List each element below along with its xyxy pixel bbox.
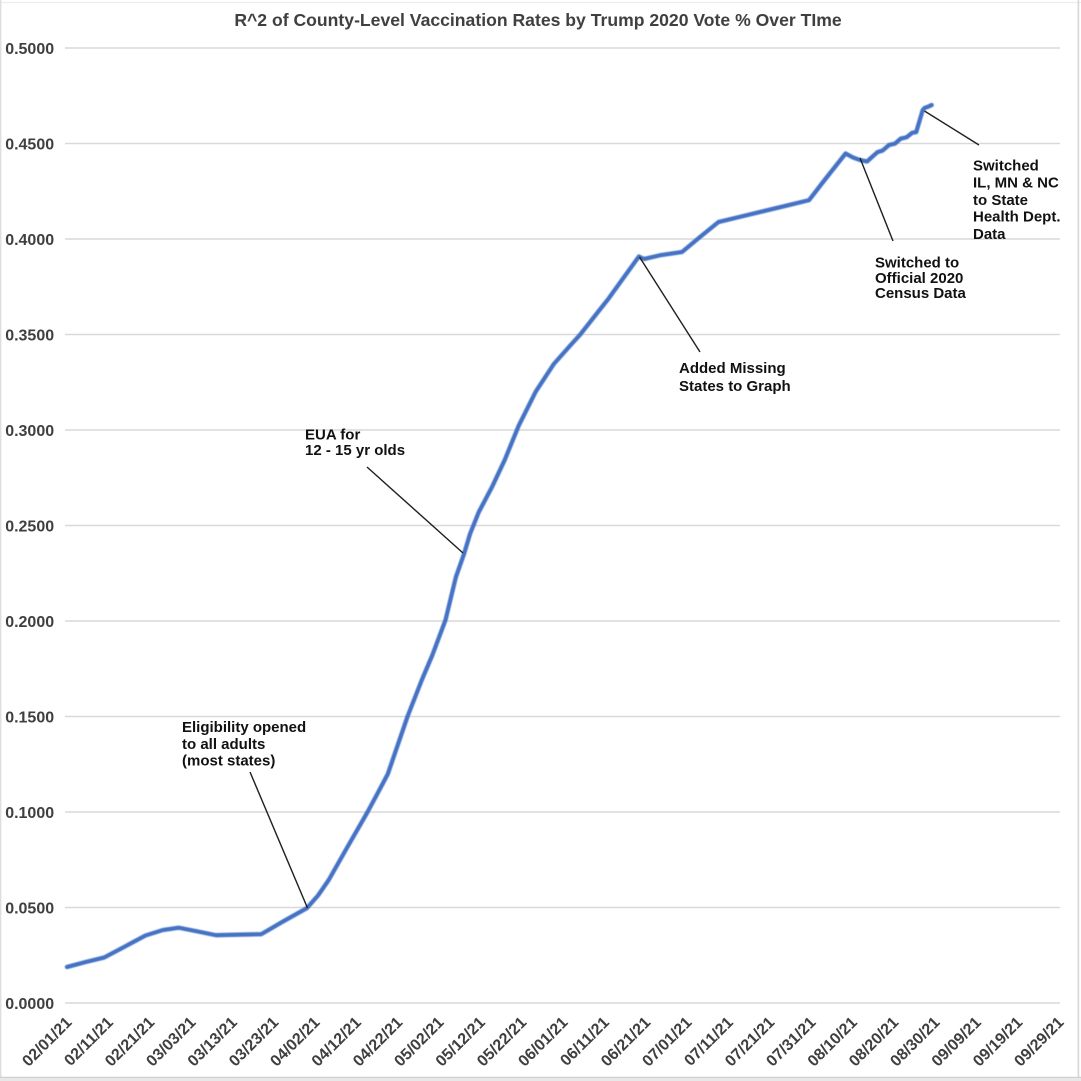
svg-text:0.3000: 0.3000 — [5, 423, 54, 440]
svg-text:R^2 of County-Level Vaccinatio: R^2 of County-Level Vaccination Rates by… — [234, 10, 842, 30]
svg-text:0.0500: 0.0500 — [5, 901, 54, 918]
svg-text:to all adults: to all adults — [182, 736, 265, 753]
svg-text:0.3500: 0.3500 — [5, 328, 54, 345]
svg-text:0.2000: 0.2000 — [5, 614, 54, 631]
svg-text:to State: to State — [973, 192, 1028, 209]
svg-text:Switched: Switched — [973, 157, 1039, 174]
svg-text:IL, MN & NC: IL, MN & NC — [973, 175, 1059, 192]
svg-text:0.0000: 0.0000 — [5, 996, 54, 1013]
svg-text:0.4000: 0.4000 — [5, 232, 54, 249]
svg-text:(most states): (most states) — [182, 752, 275, 769]
svg-text:Eligibility opened: Eligibility opened — [182, 719, 306, 736]
svg-text:0.1000: 0.1000 — [5, 805, 54, 822]
svg-text:Census Data: Census Data — [875, 285, 967, 302]
svg-text:Health Dept.: Health Dept. — [973, 208, 1061, 225]
svg-text:States to Graph: States to Graph — [679, 378, 791, 395]
svg-text:0.2500: 0.2500 — [5, 519, 54, 536]
svg-text:Added Missing: Added Missing — [679, 360, 786, 377]
svg-text:0.4500: 0.4500 — [5, 137, 54, 154]
svg-text:Official 2020: Official 2020 — [875, 270, 963, 287]
svg-text:EUA for: EUA for — [305, 426, 360, 443]
svg-text:0.1500: 0.1500 — [5, 710, 54, 727]
svg-text:Data: Data — [973, 226, 1006, 243]
svg-text:0.5000: 0.5000 — [5, 41, 54, 58]
svg-text:Switched to: Switched to — [875, 255, 959, 272]
svg-text:12 - 15 yr olds: 12 - 15 yr olds — [305, 442, 405, 459]
